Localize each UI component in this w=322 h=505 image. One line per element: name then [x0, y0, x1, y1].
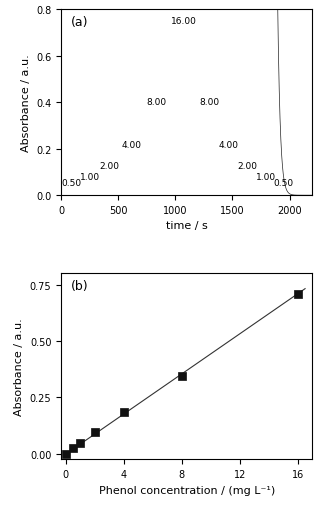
Text: 4.00: 4.00	[121, 141, 141, 150]
Text: 4.00: 4.00	[218, 141, 238, 150]
Point	[70, 444, 75, 452]
Text: (a): (a)	[71, 16, 89, 29]
Point	[92, 429, 97, 437]
X-axis label: Phenol concentration / (mg L⁻¹): Phenol concentration / (mg L⁻¹)	[99, 485, 275, 495]
Text: 1.00: 1.00	[256, 172, 276, 181]
Point	[179, 372, 184, 380]
Text: 0.50: 0.50	[274, 178, 294, 187]
Text: 16.00: 16.00	[171, 17, 197, 26]
Text: 8.00: 8.00	[147, 98, 166, 107]
Text: 1.00: 1.00	[80, 172, 100, 181]
X-axis label: time / s: time / s	[166, 221, 208, 231]
Y-axis label: Absorbance / a.u.: Absorbance / a.u.	[21, 54, 31, 152]
Point	[78, 439, 83, 447]
Y-axis label: Absorbance / a.u.: Absorbance / a.u.	[14, 318, 24, 416]
Text: 0.50: 0.50	[62, 178, 81, 187]
Point	[295, 290, 300, 298]
Point	[63, 450, 68, 458]
Text: (b): (b)	[71, 279, 89, 292]
Text: 8.00: 8.00	[199, 98, 219, 107]
Text: 2.00: 2.00	[237, 162, 257, 171]
Text: 2.00: 2.00	[100, 162, 120, 171]
Point	[121, 408, 126, 416]
